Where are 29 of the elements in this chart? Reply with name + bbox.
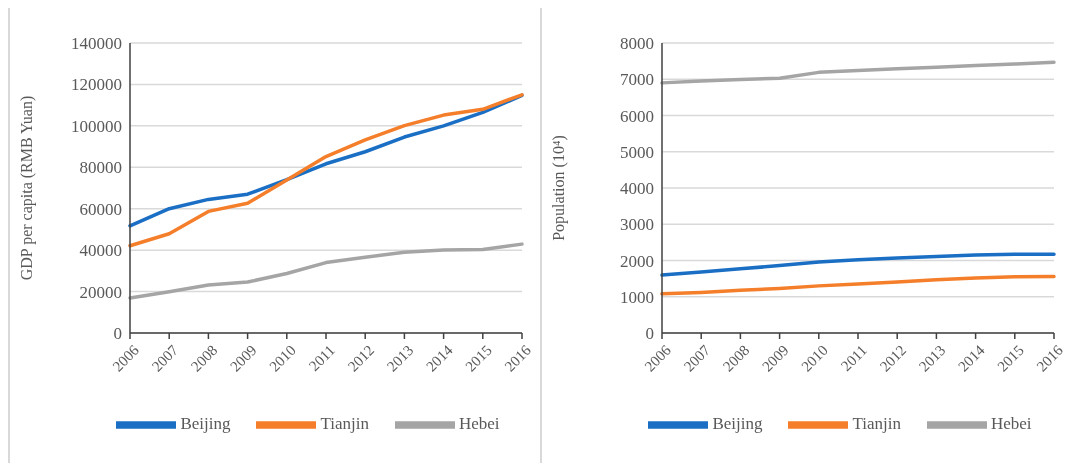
line-series <box>660 274 1056 296</box>
y-tick-label: 3000 <box>620 215 654 235</box>
y-tick-label: 0 <box>645 324 654 344</box>
y-tick-label: 0 <box>113 324 122 344</box>
legend-label: Hebei <box>458 413 500 433</box>
legend-label: Tianjin <box>320 413 369 433</box>
line-series <box>660 60 1056 85</box>
y-axis-title: Population (10⁴) <box>549 135 568 241</box>
y-tick-label: 4000 <box>620 179 654 199</box>
y-tick-label: 7000 <box>620 70 654 90</box>
legend-label: Hebei <box>990 413 1032 433</box>
legend-label: Beijing <box>712 413 763 433</box>
y-tick-label: 1000 <box>620 287 654 307</box>
legend-label: Tianjin <box>852 413 901 433</box>
y-tick-label: 120000 <box>71 75 122 95</box>
line-series <box>128 242 524 300</box>
y-tick-label: 80000 <box>79 158 122 178</box>
y-tick-label: 100000 <box>71 116 122 136</box>
y-tick-label: 5000 <box>620 142 654 162</box>
y-tick-label: 20000 <box>79 282 122 302</box>
y-tick-label: 8000 <box>620 34 654 54</box>
y-tick-label: 2000 <box>620 251 654 271</box>
legend-label: Beijing <box>180 413 231 433</box>
y-axis-title: GDP per capita (RMB Yuan) <box>17 95 36 281</box>
y-tick-label: 40000 <box>79 241 122 261</box>
y-tick-label: 6000 <box>620 106 654 126</box>
line-series <box>660 252 1056 277</box>
y-tick-label: 60000 <box>79 199 122 219</box>
y-tick-label: 140000 <box>71 34 122 54</box>
